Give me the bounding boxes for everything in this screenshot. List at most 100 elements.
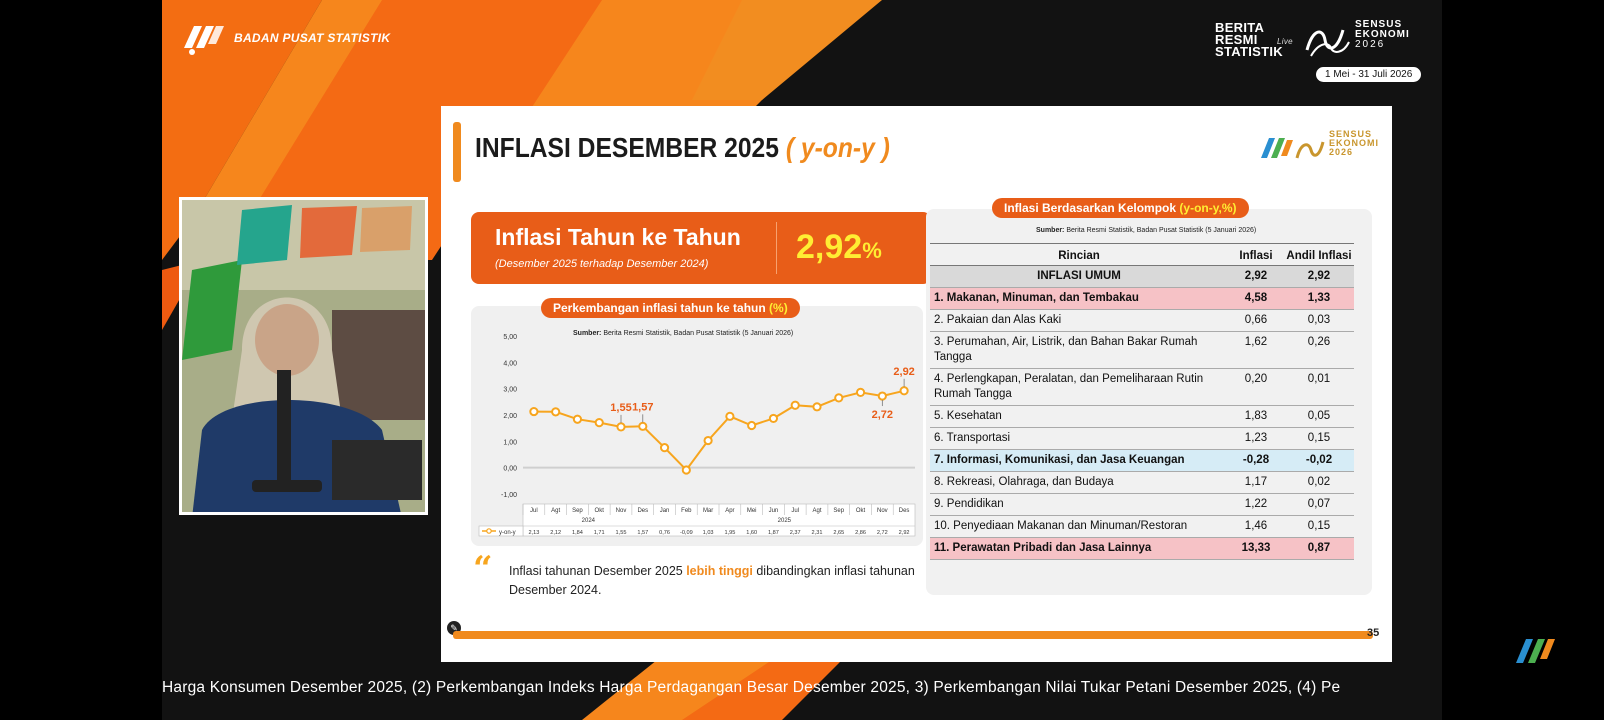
data-point — [725, 411, 735, 421]
row-andil: 0,26 — [1284, 331, 1354, 369]
hero-value-number: 2,92 — [796, 228, 863, 266]
table-source-text: Berita Resmi Statistik, Badan Pusat Stat… — [1064, 227, 1257, 234]
row-rincian: 3. Perumahan, Air, Listrik, dan Bahan Ba… — [930, 331, 1228, 369]
value-cell: 1,87 — [768, 530, 779, 536]
value-cell: 2,13 — [528, 530, 539, 536]
x-tick-label: Okt — [595, 508, 605, 514]
row-andil: -0,02 — [1284, 449, 1354, 472]
data-point — [703, 435, 713, 446]
sensus-line-2: EKONOMI — [1355, 29, 1410, 40]
bps-logo-icon — [184, 26, 224, 55]
chart-source-label: Sumber: — [573, 330, 602, 337]
x-tick-label: Okt — [856, 508, 866, 514]
hero-divider — [776, 222, 777, 274]
x-tick-label: Des — [637, 508, 648, 514]
y-tick-label: 3,00 — [503, 387, 517, 394]
line-chart: 5,004,003,002,001,000,00-1,001,55 1,572,7… — [478, 334, 916, 537]
hero-label: Inflasi Tahun ke Tahun — [495, 224, 741, 250]
row-rincian: 8. Rekreasi, Olahraga, dan Budaya — [930, 471, 1228, 494]
slide-page-number: 35 — [1367, 627, 1380, 639]
chart-title: Perkembangan inflasi tahun ke tahun (%) — [541, 298, 800, 318]
data-point — [572, 414, 583, 424]
value-cell: 1,60 — [746, 530, 757, 536]
row-rincian: 1. Makanan, Minuman, dan Tembakau — [930, 287, 1228, 310]
table-row: 8. Rekreasi, Olahraga, dan Budaya 1,17 0,0… — [930, 471, 1354, 494]
row-andil: 0,01 — [1284, 368, 1354, 406]
sensus-year: 2026 — [1355, 39, 1386, 50]
value-cell: 1,84 — [572, 530, 583, 536]
slide-title-suffix: ( y-on-y ) — [785, 132, 890, 163]
row-rincian: 7. Informasi, Komunikasi, dan Jasa Keuan… — [930, 449, 1228, 472]
table-source: Sumber: Berita Resmi Statistik, Badan Pu… — [1036, 227, 1256, 234]
x-tick-label: Agt — [551, 508, 560, 514]
row-rincian: 2. Pakaian dan Alas Kaki — [930, 309, 1228, 332]
brs-line-3: STATISTIK — [1215, 44, 1283, 59]
slide-title: INFLASI DESEMBER 2025 ( y-on-y ) — [475, 132, 890, 164]
row-rincian: 5. Kesehatan — [930, 405, 1228, 428]
row-inflasi: 1,46 — [1228, 515, 1284, 538]
header-rincian: Rincian — [930, 243, 1228, 266]
table-row: 3. Perumahan, Air, Listrik, dan Bahan Ba… — [930, 331, 1354, 369]
slide-logo-line-1: SENSUS — [1329, 129, 1373, 139]
row-inflasi: 4,58 — [1228, 287, 1284, 310]
data-point — [877, 391, 887, 401]
row-andil: 0,15 — [1284, 427, 1354, 450]
row-andil: 1,33 — [1284, 287, 1354, 310]
data-point — [747, 420, 757, 431]
row-rincian: 10. Penyediaan Makanan dan Minuman/Resto… — [930, 515, 1228, 538]
table-row: 4. Perlengkapan, Peralatan, dan Pemeliha… — [930, 368, 1354, 406]
table-row: 5. Kesehatan 1,83 0,05 — [930, 405, 1354, 428]
total-andil: 2,92 — [1284, 265, 1354, 288]
table-title-unit: (y-on-y,%) — [1179, 201, 1237, 215]
data-point — [529, 406, 539, 417]
row-inflasi: 1,62 — [1228, 331, 1284, 369]
brs-live: Live — [1277, 37, 1293, 46]
quote-icon: “ — [473, 549, 493, 589]
row-andil: 0,15 — [1284, 515, 1354, 538]
row-rincian: 11. Perawatan Pribadi dan Jasa Lainnya — [930, 537, 1228, 560]
data-point — [681, 465, 691, 475]
data-label: 2,92 — [893, 366, 914, 378]
row-inflasi: 1,17 — [1228, 471, 1284, 494]
sensus-date-pill: 1 Mei - 31 Juli 2026 — [1316, 67, 1422, 82]
series-line-yoy — [533, 389, 905, 472]
x-tick-label: Mar — [703, 508, 713, 514]
data-point — [768, 413, 779, 424]
x-tick-label: Agt — [812, 508, 821, 514]
total-inflasi: 2,92 — [1228, 265, 1284, 288]
presentation-slide: INFLASI DESEMBER 2025 ( y-on-y ) SENSUS … — [441, 106, 1392, 662]
slide-title-text: INFLASI DESEMBER 2025 — [475, 132, 779, 163]
data-point — [659, 443, 670, 453]
row-inflasi: 1,23 — [1228, 427, 1284, 450]
quote-pre: Inflasi tahunan Desember 2025 — [509, 564, 687, 578]
table-row: 1. Makanan, Minuman, dan Tembakau 4,58 1,3… — [930, 287, 1354, 310]
table-header-row: Rincian Inflasi Andil Inflasi — [930, 243, 1354, 266]
value-cell: 1,03 — [703, 530, 714, 536]
sensus-ekonomi-logo: SENSUS EKONOMI 2026 — [1303, 18, 1423, 62]
value-cell: 1,57 — [637, 530, 648, 536]
slide-logo-line-2: EKONOMI — [1329, 138, 1380, 148]
x-tick-label: Jul — [791, 508, 799, 514]
table-row: 10. Penyediaan Makanan dan Minuman/Resto… — [930, 515, 1354, 538]
table-row-total: INFLASI UMUM 2,92 2,92 — [930, 265, 1354, 288]
table-row: 2. Pakaian dan Alas Kaki 0,66 0,03 — [930, 309, 1354, 332]
data-point — [594, 418, 604, 428]
value-cell: 2,37 — [790, 530, 801, 536]
news-ticker: Harga Konsumen Desember 2025, (2) Perkem… — [162, 679, 1341, 696]
brs-line-1: BERITA — [1215, 20, 1265, 35]
presenter-video — [179, 197, 428, 515]
value-cell: 2,86 — [855, 530, 866, 536]
value-cell: 0,76 — [659, 530, 670, 536]
bps-brand: BADAN PUSAT STATISTIK — [180, 18, 390, 58]
chart-source: Sumber: Berita Resmi Statistik, Badan Pu… — [573, 330, 793, 337]
table-row: 7. Informasi, Komunikasi, dan Jasa Keuan… — [930, 449, 1354, 472]
data-point — [638, 421, 648, 431]
row-andil: 0,03 — [1284, 309, 1354, 332]
legend-marker — [486, 528, 492, 534]
chart-source-text: Berita Resmi Statistik, Badan Pusat Stat… — [601, 330, 794, 337]
sensus-line-1: SENSUS — [1355, 19, 1403, 30]
quote-highlight: lebih tinggi — [686, 564, 753, 578]
row-andil: 0,87 — [1284, 537, 1354, 560]
org-name: BADAN PUSAT STATISTIK — [234, 31, 391, 45]
